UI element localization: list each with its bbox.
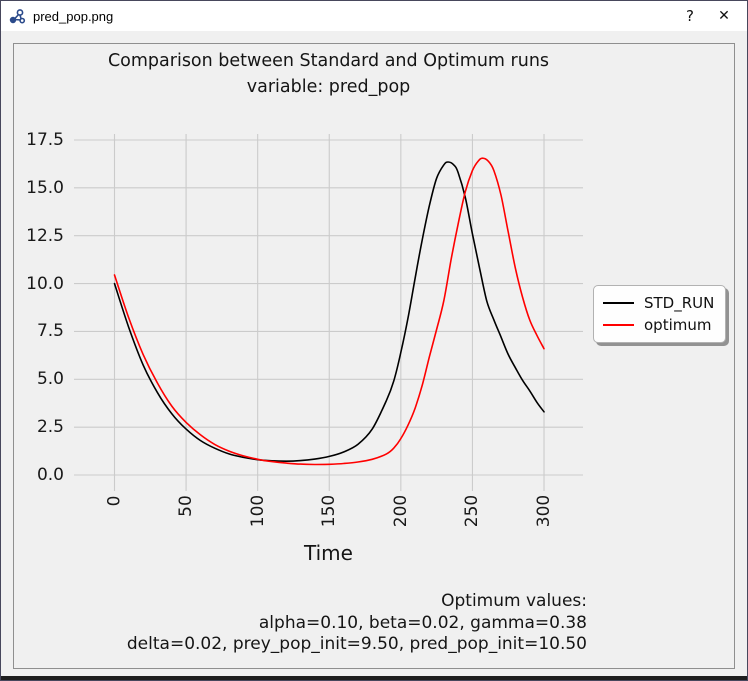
background-window-strip	[1, 676, 747, 680]
close-button[interactable]: ✕	[707, 1, 741, 31]
y-tick-label: 7.5	[36, 321, 64, 342]
annotation-line: delta=0.02, prey_pop_init=9.50, pred_pop…	[126, 634, 587, 654]
x-tick-label: 150	[319, 494, 340, 528]
y-tick-label: 12.5	[26, 225, 64, 246]
chart-title: Comparison between Standard and Optimum …	[107, 51, 550, 71]
figure-frame	[13, 43, 735, 669]
title-bar[interactable]: pred_pop.png ? ✕	[1, 1, 747, 31]
y-tick-label: 17.5	[26, 129, 64, 150]
x-axis-label: Time	[304, 541, 353, 565]
annotation-line: Optimum values:	[441, 591, 587, 611]
series-optimum-line	[113, 157, 545, 466]
legend-label: optimum	[644, 316, 712, 334]
y-tick-label: 15.0	[26, 177, 64, 198]
x-tick-label: 50	[175, 495, 196, 517]
app-molecule-icon	[9, 8, 26, 23]
x-tick-label: 200	[391, 494, 412, 528]
y-tick-label: 0.0	[36, 465, 64, 485]
y-tick-label: 10.0	[26, 273, 64, 294]
grid-lines	[74, 134, 583, 491]
x-tick-label: 300	[534, 494, 555, 528]
x-tick-label: 0	[104, 495, 125, 506]
annotation-line: alpha=0.10, beta=0.02, gamma=0.38	[258, 612, 587, 633]
legend: STD_RUN optimum	[593, 285, 726, 343]
y-tick-label: 5.0	[36, 369, 64, 390]
optimum-line-swatch	[603, 324, 634, 326]
window-title: pred_pop.png	[33, 8, 114, 24]
x-tick-label: 100	[247, 494, 268, 528]
optimum-values-annotation: Optimum values: alpha=0.10, beta=0.02, g…	[127, 591, 587, 656]
std-run-line-swatch	[603, 302, 634, 304]
x-tick-label: 250	[462, 494, 483, 528]
legend-entry-optimum: optimum	[603, 314, 717, 336]
y-tick-label: 2.5	[36, 417, 64, 438]
legend-label: STD_RUN	[644, 294, 715, 312]
legend-entry-std-run: STD_RUN	[603, 292, 717, 314]
help-button[interactable]: ?	[673, 1, 707, 31]
series-std-run-line	[113, 161, 545, 463]
chart-subtitle: variable: pred_pop	[246, 77, 411, 97]
